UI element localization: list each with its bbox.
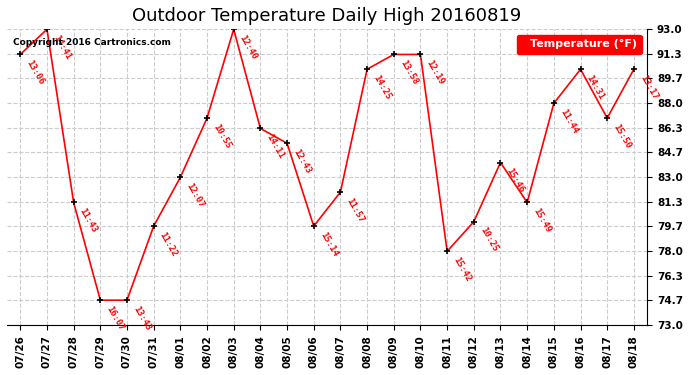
Text: 16:07: 16:07 (104, 304, 126, 332)
Text: 12:40: 12:40 (238, 33, 259, 61)
Text: 14:25: 14:25 (371, 74, 393, 101)
Text: 10:25: 10:25 (478, 226, 499, 254)
Text: 13:17: 13:17 (638, 74, 659, 101)
Text: 13:06: 13:06 (24, 58, 46, 86)
Title: Outdoor Temperature Daily High 20160819: Outdoor Temperature Daily High 20160819 (132, 7, 522, 25)
Legend: Temperature (°F): Temperature (°F) (517, 35, 642, 54)
Text: 15:50: 15:50 (611, 122, 633, 150)
Text: 12:07: 12:07 (184, 182, 206, 209)
Text: 10:55: 10:55 (211, 122, 233, 150)
Text: 12:19: 12:19 (424, 58, 446, 86)
Text: 14:31: 14:31 (584, 74, 606, 101)
Text: 15:14: 15:14 (318, 230, 339, 258)
Text: 11:57: 11:57 (344, 196, 366, 224)
Text: 13:58: 13:58 (398, 58, 419, 86)
Text: Copyright 2016 Cartronics.com: Copyright 2016 Cartronics.com (13, 38, 171, 47)
Text: 15:42: 15:42 (451, 255, 473, 283)
Text: 11:43: 11:43 (78, 207, 99, 234)
Text: 15:46: 15:46 (504, 166, 526, 195)
Text: 15:49: 15:49 (531, 207, 553, 234)
Text: 11:44: 11:44 (558, 108, 579, 135)
Text: 14:41: 14:41 (51, 33, 72, 61)
Text: 12:43: 12:43 (291, 147, 313, 175)
Text: 14:11: 14:11 (264, 133, 286, 160)
Text: 13:43: 13:43 (131, 304, 152, 332)
Text: 11:22: 11:22 (158, 230, 179, 258)
